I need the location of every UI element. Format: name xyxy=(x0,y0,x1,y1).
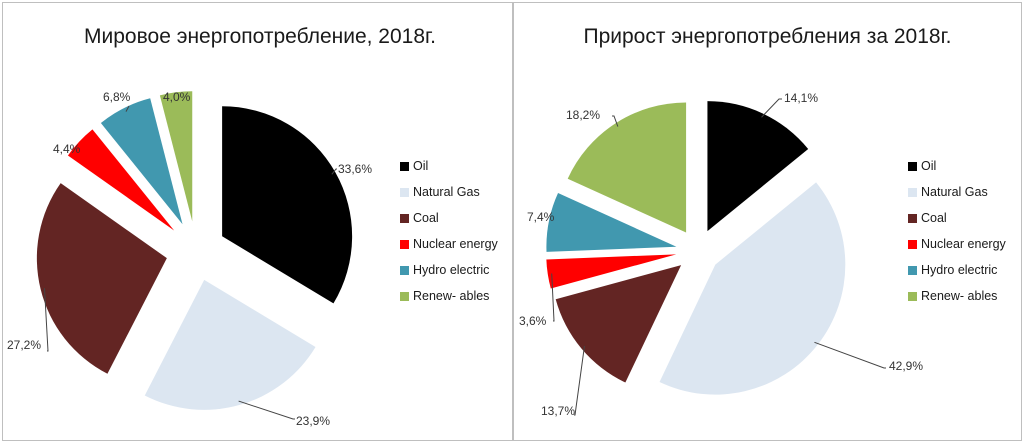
chart-world-energy-consumption: Мировое энергопотребление, 2018г. 33,6% 2… xyxy=(2,2,513,441)
pie-slice-coal xyxy=(555,265,682,383)
pie-slice-natural-gas xyxy=(144,279,316,410)
swatch-icon xyxy=(400,187,409,197)
leader-line xyxy=(238,400,295,420)
legend-item-renewables: Renew- ables xyxy=(908,283,1006,309)
leader-line xyxy=(43,288,49,352)
swatch-icon xyxy=(400,265,409,275)
data-label-nuclear: 3,6% xyxy=(519,314,547,328)
legend: Oil Natural Gas Coal Nuclear energy Hydr… xyxy=(908,153,1006,309)
swatch-icon xyxy=(908,161,917,171)
swatch-icon xyxy=(400,291,409,301)
leader-line xyxy=(125,105,130,112)
pie-slice-nuclear xyxy=(67,129,175,231)
swatch-icon xyxy=(908,265,917,275)
leader-line xyxy=(814,341,886,369)
leader-line xyxy=(551,273,555,322)
legend-item-hydro: Hydro electric xyxy=(400,257,498,283)
data-label-natural-gas: 42,9% xyxy=(889,359,923,373)
pie-slice-natural-gas xyxy=(659,182,846,395)
swatch-icon xyxy=(400,239,409,249)
legend-item-renewables: Renew- ables xyxy=(400,283,498,309)
legend-item-coal: Coal xyxy=(908,205,1006,231)
pie-slice-oil xyxy=(707,101,809,232)
data-label-coal: 13,7% xyxy=(541,404,575,418)
pie-slice-renewables xyxy=(567,102,687,233)
pie-slice-nuclear xyxy=(546,254,677,289)
data-label-hydro: 7,4% xyxy=(527,210,555,224)
pie-slice-coal xyxy=(36,183,167,374)
chart-title: Прирост энергопотребления за 2018г. xyxy=(583,25,952,48)
legend-item-oil: Oil xyxy=(400,153,498,179)
data-label-oil: 33,6% xyxy=(338,162,372,176)
leader-line xyxy=(612,115,619,127)
data-label-renewables: 4,0% xyxy=(163,90,191,104)
legend-item-coal: Coal xyxy=(400,205,498,231)
legend-item-hydro: Hydro electric xyxy=(908,257,1006,283)
pie-chart: 14,1% 42,9% 13,7% 3,6% 7,4% 18,2% xyxy=(519,91,923,418)
leader-line xyxy=(761,98,782,118)
data-label-hydro: 6,8% xyxy=(103,90,131,104)
pie-slice-hydro xyxy=(546,193,677,252)
legend-item-natural-gas: Natural Gas xyxy=(400,179,498,205)
leader-line xyxy=(574,345,585,416)
swatch-icon xyxy=(908,239,917,249)
data-label-nuclear: 4,4% xyxy=(53,142,81,156)
legend-item-oil: Oil xyxy=(908,153,1006,179)
pie-slice-hydro xyxy=(100,98,183,225)
data-label-renewables: 18,2% xyxy=(566,108,600,122)
swatch-icon xyxy=(908,213,917,223)
legend: Oil Natural Gas Coal Nuclear energy Hydr… xyxy=(400,153,498,309)
chart-energy-growth: Прирост энергопотребления за 2018г. 14,1… xyxy=(513,2,1022,441)
pie-slice-oil xyxy=(222,106,353,304)
data-label-coal: 27,2% xyxy=(7,338,41,352)
swatch-icon xyxy=(400,161,409,171)
leader-line xyxy=(331,168,337,175)
swatch-icon xyxy=(400,213,409,223)
data-label-oil: 14,1% xyxy=(784,91,818,105)
swatch-icon xyxy=(908,187,917,197)
data-label-natural-gas: 23,9% xyxy=(296,414,330,428)
swatch-icon xyxy=(908,291,917,301)
pie-slice-renewables xyxy=(159,91,193,222)
pie-chart: 33,6% 23,9% 27,2% 4,4% 6,8% 4,0% xyxy=(7,90,372,428)
legend-item-natural-gas: Natural Gas xyxy=(908,179,1006,205)
chart-title: Мировое энергопотребление, 2018г. xyxy=(84,25,436,48)
legend-item-nuclear: Nuclear energy xyxy=(400,231,498,257)
legend-item-nuclear: Nuclear energy xyxy=(908,231,1006,257)
